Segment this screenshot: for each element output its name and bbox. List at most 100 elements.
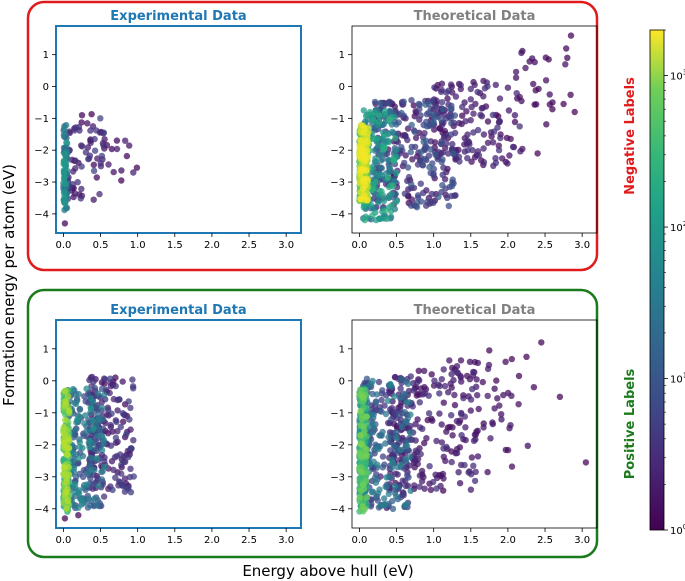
data-point xyxy=(113,137,121,144)
data-point xyxy=(427,138,434,145)
data-point xyxy=(78,119,85,126)
data-point xyxy=(407,148,414,156)
data-point xyxy=(361,216,369,224)
data-point xyxy=(393,493,400,500)
data-point xyxy=(470,129,477,136)
positive-labels-label: Positive Labels xyxy=(623,368,638,479)
data-point xyxy=(410,102,417,109)
data-point xyxy=(416,472,424,479)
data-point xyxy=(512,74,520,81)
data-point xyxy=(381,207,389,214)
data-point xyxy=(382,410,390,418)
data-point xyxy=(357,155,365,162)
data-point xyxy=(462,424,469,431)
x-tick-label: 0.5 xyxy=(93,240,109,251)
data-point xyxy=(430,118,437,126)
data-point xyxy=(402,418,409,425)
data-point xyxy=(75,455,82,462)
data-point xyxy=(438,86,445,94)
data-point xyxy=(504,446,512,454)
data-point xyxy=(439,106,447,113)
data-point xyxy=(389,459,397,466)
data-point xyxy=(373,216,380,224)
data-point xyxy=(404,164,412,171)
data-point xyxy=(439,171,446,178)
data-point xyxy=(78,496,85,503)
data-point xyxy=(371,474,379,482)
data-point xyxy=(118,177,125,184)
data-point xyxy=(406,453,414,461)
data-point xyxy=(377,215,385,222)
data-point xyxy=(402,391,409,398)
data-point xyxy=(109,486,116,494)
data-point xyxy=(459,112,466,119)
data-point xyxy=(126,416,133,423)
data-point xyxy=(60,464,68,471)
data-point xyxy=(112,382,119,390)
data-point xyxy=(432,471,439,478)
data-point xyxy=(419,161,426,168)
data-point xyxy=(83,428,90,435)
data-point xyxy=(78,163,85,170)
data-point xyxy=(364,197,371,204)
data-point xyxy=(61,200,69,207)
data-point xyxy=(390,157,398,165)
data-point xyxy=(359,393,366,400)
data-point xyxy=(398,144,405,151)
pos-theo-title: Theoretical Data xyxy=(414,303,536,318)
data-point xyxy=(529,55,536,62)
data-point xyxy=(65,436,73,443)
data-point xyxy=(497,134,504,142)
data-point xyxy=(123,152,131,160)
data-point xyxy=(77,195,85,202)
data-point xyxy=(464,147,472,154)
data-point xyxy=(130,385,137,392)
data-point xyxy=(433,437,440,445)
data-point xyxy=(439,156,446,163)
neg-theo-axes-frame xyxy=(351,25,598,234)
data-point xyxy=(385,156,392,164)
data-point xyxy=(484,365,492,373)
data-point xyxy=(357,468,365,476)
data-point xyxy=(81,420,88,427)
data-point xyxy=(400,492,407,499)
data-point xyxy=(118,167,125,174)
data-point xyxy=(69,385,77,393)
data-point xyxy=(467,407,474,414)
data-point xyxy=(534,150,541,157)
data-point xyxy=(379,453,387,460)
data-point xyxy=(425,392,432,399)
data-point xyxy=(418,148,425,155)
data-point xyxy=(436,390,443,397)
data-point xyxy=(513,90,520,97)
data-point xyxy=(389,128,396,135)
data-point xyxy=(391,393,398,400)
data-point xyxy=(87,502,94,509)
data-point xyxy=(82,149,90,156)
data-point xyxy=(120,418,127,425)
data-point xyxy=(71,190,79,197)
data-point xyxy=(515,372,523,380)
data-point xyxy=(90,167,98,174)
x-tick-label: 2.0 xyxy=(500,535,516,546)
data-point xyxy=(474,392,481,399)
data-point xyxy=(407,429,414,436)
data-point xyxy=(393,434,400,442)
data-point xyxy=(107,442,115,449)
data-point xyxy=(369,116,376,124)
data-point xyxy=(75,390,82,398)
data-point xyxy=(479,378,486,386)
data-point xyxy=(368,489,376,496)
data-point xyxy=(363,446,370,453)
data-point xyxy=(63,505,70,512)
data-point xyxy=(468,158,475,165)
data-point xyxy=(463,108,470,115)
data-point xyxy=(411,113,418,120)
data-point xyxy=(87,475,94,482)
data-point xyxy=(375,378,383,386)
data-point xyxy=(445,202,452,210)
data-point xyxy=(387,208,395,215)
data-point xyxy=(87,395,95,402)
y-tick-label: −1 xyxy=(330,114,345,125)
data-point xyxy=(453,417,461,425)
